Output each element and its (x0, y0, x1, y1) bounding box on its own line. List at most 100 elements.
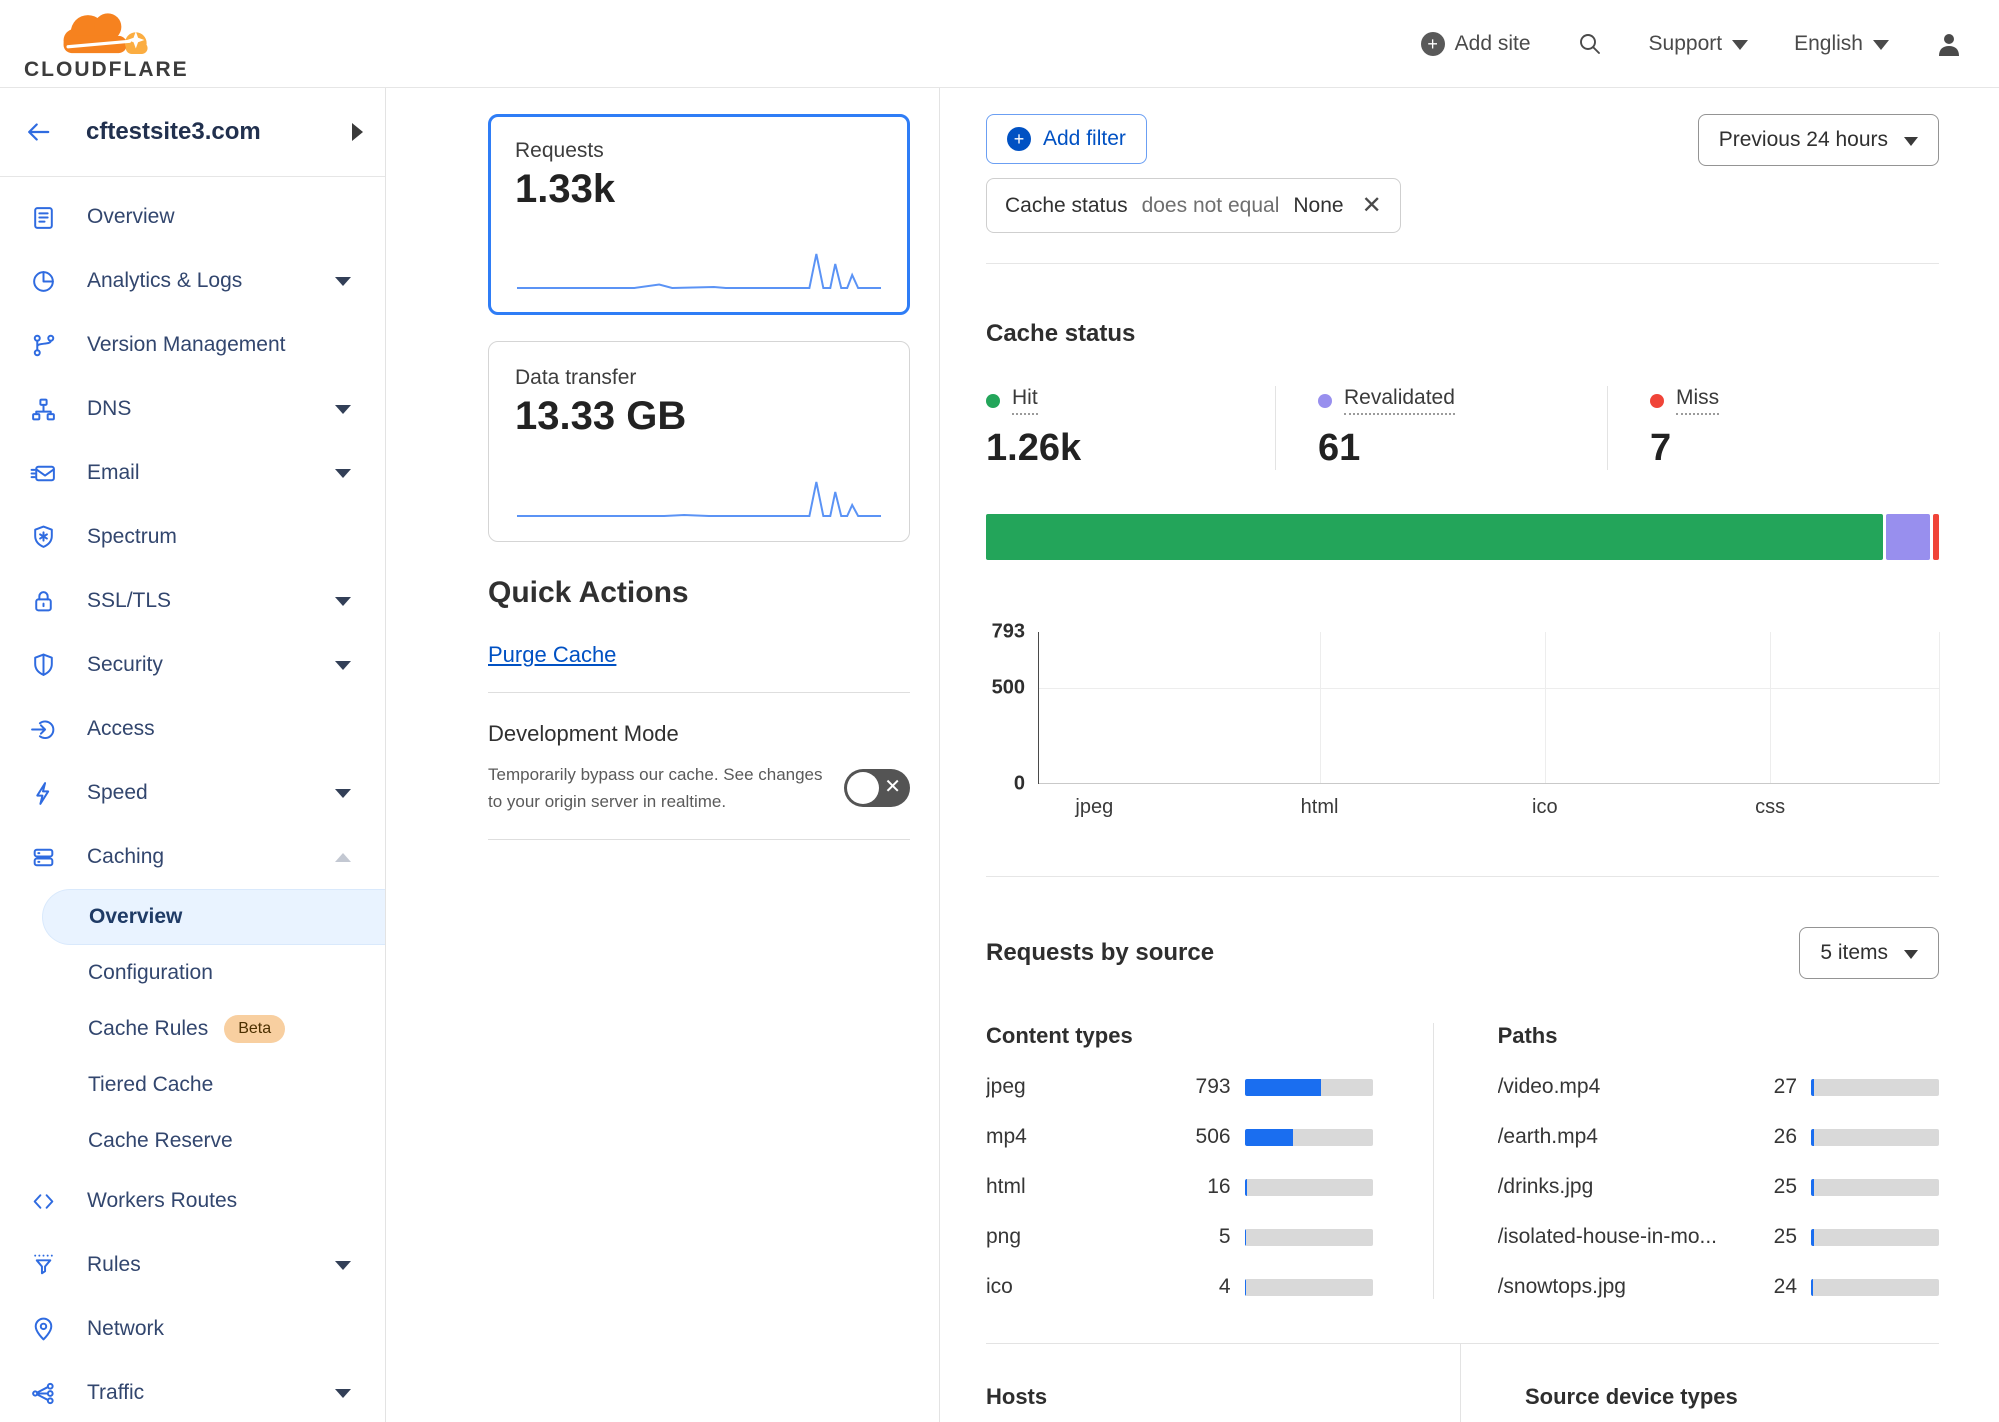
table-row: /earth.mp4 26 (1498, 1125, 1939, 1149)
quick-actions-title: Quick Actions (488, 576, 689, 609)
site-switcher-chevron-icon[interactable] (352, 123, 363, 141)
gridline (1320, 632, 1322, 784)
beta-badge: Beta (224, 1015, 286, 1043)
development-mode-toggle[interactable]: ✕ (844, 769, 910, 808)
y-tick: 0 (1013, 772, 1025, 795)
sidebar-item-workers-routes[interactable]: Workers Routes (0, 1169, 385, 1233)
development-mode-title: Development Mode (488, 721, 679, 746)
gridline (1939, 632, 1940, 784)
add-site-button[interactable]: + Add site (1420, 31, 1531, 56)
development-mode-description: Temporarily bypass our cache. See change… (488, 765, 823, 812)
table-row: /drinks.jpg 25 (1498, 1175, 1939, 1199)
cache-status-section: Cache status Hit 1.26k Revalidated 61 (986, 264, 1940, 846)
git-branch-icon (30, 332, 57, 359)
table-row: /video.mp4 27 (1498, 1075, 1939, 1099)
search-button[interactable] (1577, 31, 1603, 57)
back-arrow-icon[interactable] (24, 117, 54, 147)
server-stack-icon (30, 844, 57, 871)
data-transfer-metric-card[interactable]: Data transfer 13.33 GB (488, 341, 910, 542)
value-bar (1811, 1178, 1939, 1196)
sidebar-item-version-management[interactable]: Version Management (0, 313, 385, 377)
chevron-down-icon (335, 1388, 351, 1398)
sidebar-item-analytics-logs[interactable]: Analytics & Logs (0, 249, 385, 313)
login-arrow-icon (30, 716, 57, 743)
filter-field: Cache status (1005, 193, 1128, 217)
top-header: CLOUDFLARE + Add site Support English (0, 0, 1999, 88)
quick-actions-section: Quick Actions Purge Cache Development Mo… (488, 576, 910, 841)
table-row: /snowtops.jpg 24 (1498, 1275, 1939, 1299)
requests-label: Requests (515, 139, 604, 162)
sidebar-item-security[interactable]: Security (0, 633, 385, 697)
items-count-dropdown[interactable]: 5 items (1799, 927, 1939, 979)
divider (488, 692, 910, 693)
metrics-column: Requests 1.33k Data transfer 13.33 GB Qu… (386, 88, 940, 1422)
source-device-types-table: Source device types Desktop 1.33k (1460, 1344, 1939, 1422)
analytics-panel: + Add filter Cache status does not equal… (940, 88, 1999, 1422)
chevron-down-icon (335, 468, 351, 478)
y-tick: 500 (991, 676, 1025, 699)
x-label-ico: ico (1532, 796, 1558, 818)
purge-cache-link[interactable]: Purge Cache (488, 642, 617, 667)
sidebar-item-speed[interactable]: Speed (0, 761, 385, 825)
sidebar-subitem-tiered-cache[interactable]: Tiered Cache (88, 1073, 214, 1096)
sidebar-item-overview[interactable]: Overview (0, 185, 385, 249)
value-bar (1244, 1278, 1373, 1296)
sidebar-item-email[interactable]: Email (0, 441, 385, 505)
plus-icon: + (1420, 31, 1445, 56)
sidebar-subitem-configuration[interactable]: Configuration (88, 961, 213, 984)
miss-segment (1933, 514, 1939, 560)
sidebar-item-rules[interactable]: Rules (0, 1233, 385, 1297)
sidebar-item-access[interactable]: Access (0, 697, 385, 761)
cloudflare-logo[interactable]: CLOUDFLARE (24, 7, 189, 80)
chevron-down-icon (335, 404, 351, 414)
toggle-knob (847, 772, 879, 805)
table-row: jpeg 793 (986, 1075, 1373, 1099)
sidebar-item-traffic[interactable]: Traffic (0, 1361, 385, 1422)
cache-status-title: Cache status (986, 320, 1136, 347)
sidebar-item-ssl-tls[interactable]: SSL/TLS (0, 569, 385, 633)
lightning-icon (30, 780, 57, 807)
revalidated-dot-icon (1318, 393, 1332, 408)
plus-icon: + (1007, 127, 1031, 151)
sidebar-item-caching[interactable]: Caching (0, 825, 385, 889)
value-bar (1244, 1228, 1373, 1246)
hit-segment (986, 514, 1883, 560)
divider (986, 1343, 1939, 1344)
value-bar (1811, 1228, 1939, 1246)
table-row: mp4 506 (986, 1125, 1373, 1149)
table-row: png 5 (986, 1225, 1373, 1249)
site-name[interactable]: cftestsite3.com (86, 118, 261, 145)
value-bar (1811, 1078, 1939, 1096)
requests-metric-card[interactable]: Requests 1.33k (488, 114, 910, 315)
sidebar-item-spectrum[interactable]: Spectrum (0, 505, 385, 569)
time-range-dropdown[interactable]: Previous 24 hours (1697, 114, 1939, 166)
x-axis-labels: jpeg html ico css (1038, 796, 1939, 819)
sidebar-subitem-caching-overview[interactable]: Overview (42, 889, 385, 945)
paths-table: Paths /video.mp4 27 /earth.mp4 26 /drink… (1432, 1023, 1939, 1299)
gridline (1039, 688, 1939, 690)
support-menu[interactable]: Support (1649, 32, 1749, 56)
sidebar-item-network[interactable]: Network (0, 1297, 385, 1361)
add-filter-button[interactable]: + Add filter (986, 114, 1147, 164)
legend-revalidated: Revalidated 61 (1275, 386, 1607, 470)
chevron-down-icon (1904, 949, 1918, 959)
requests-by-source-section: Requests by source 5 items Content types… (986, 877, 1939, 1422)
lock-icon (30, 588, 57, 615)
x-axis-line (1039, 783, 1939, 784)
y-tick: 793 (991, 620, 1025, 643)
user-icon (1939, 33, 1959, 56)
sidebar-item-dns[interactable]: DNS (0, 377, 385, 441)
filter-chip: Cache status does not equal None ✕ (986, 178, 1401, 233)
remove-filter-icon[interactable]: ✕ (1361, 192, 1382, 219)
requests-by-source-title: Requests by source (986, 939, 1215, 966)
chevron-down-icon (1904, 136, 1918, 146)
filter-value: None (1293, 193, 1344, 217)
divider (986, 876, 1939, 877)
caching-submenu: Overview Configuration Cache Rules Beta … (0, 889, 385, 1169)
code-brackets-icon (30, 1188, 57, 1215)
sidebar-subitem-cache-reserve[interactable]: Cache Reserve (88, 1129, 233, 1152)
language-menu[interactable]: English (1794, 32, 1889, 56)
chevron-down-icon (335, 276, 351, 286)
sidebar-subitem-cache-rules[interactable]: Cache Rules Beta (0, 1001, 385, 1057)
account-button[interactable] (1935, 30, 1963, 58)
